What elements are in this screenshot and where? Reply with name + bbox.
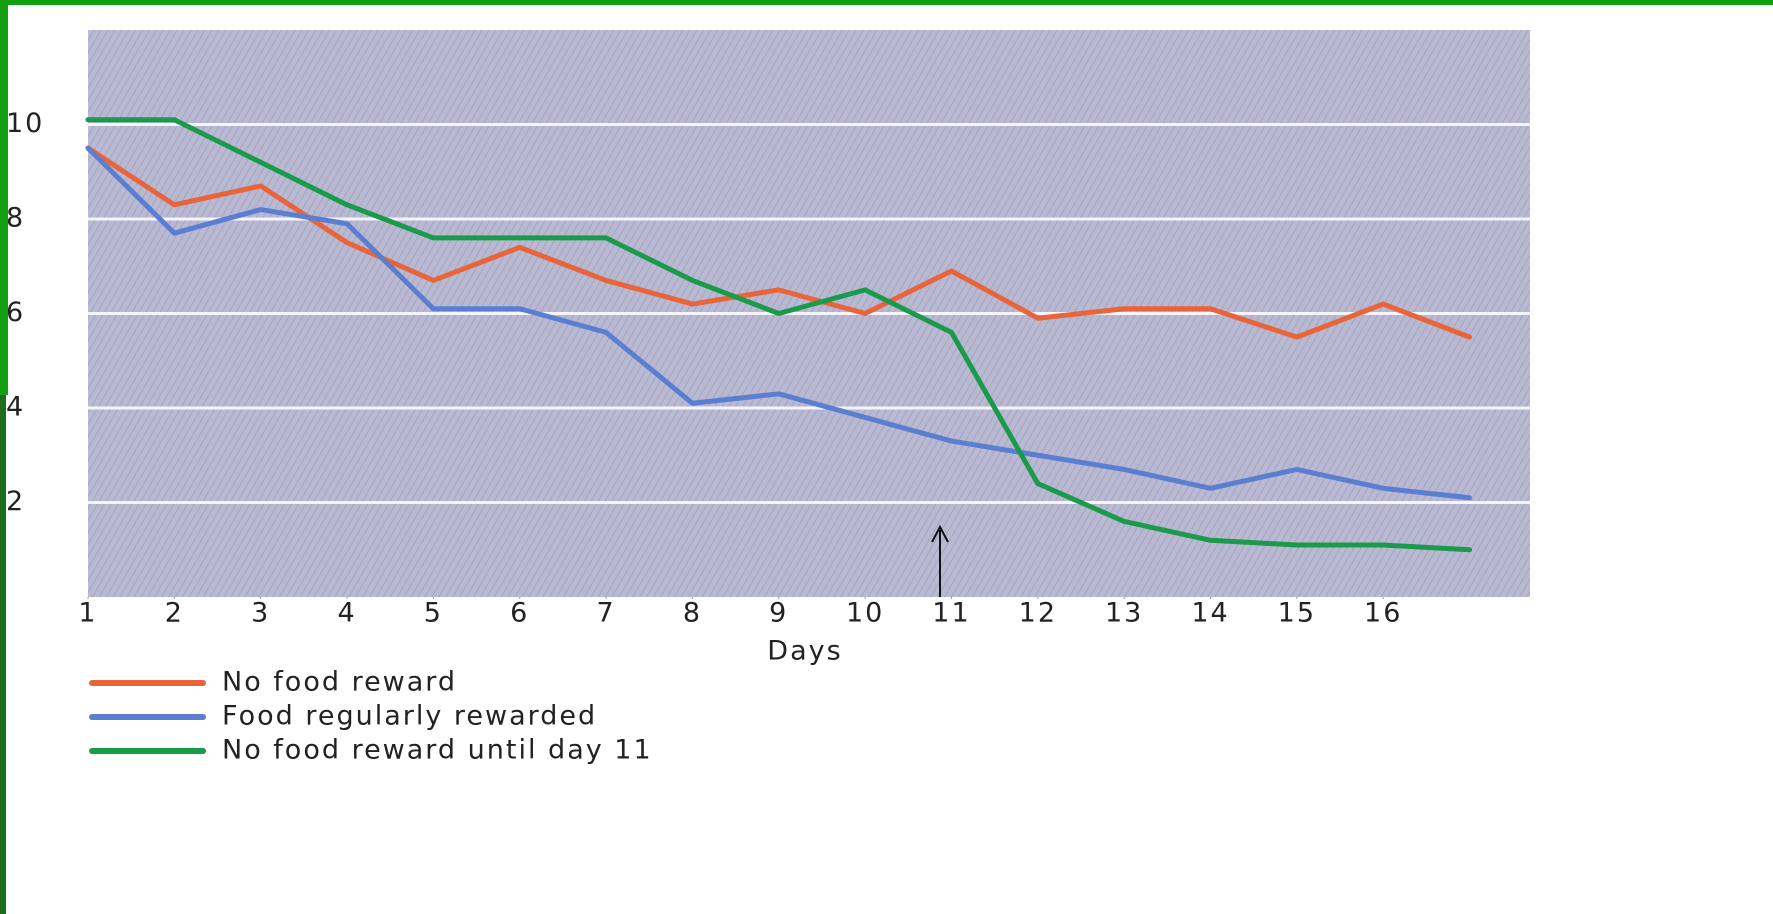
y-tick-label: 6 — [6, 297, 25, 328]
y-tick-label: 10 — [6, 108, 44, 139]
y-tick-label: 2 — [6, 486, 25, 517]
x-tick-label: 5 — [424, 598, 443, 629]
legend-label: No food reward — [222, 667, 457, 698]
x-tick-label: 13 — [1105, 598, 1143, 629]
x-tick-label: 11 — [932, 598, 970, 629]
annotation-arrow-head — [931, 524, 949, 543]
x-axis-label: Days — [767, 636, 842, 667]
x-tick-label: 1 — [78, 598, 97, 629]
x-tick-label: 6 — [510, 598, 529, 629]
series-line — [85, 145, 1473, 501]
x-tick-label: 8 — [683, 598, 702, 629]
x-tick-label: 10 — [846, 598, 884, 629]
legend-label: Food regularly rewarded — [222, 701, 597, 732]
x-tick-label: 9 — [769, 598, 788, 629]
legend-label: No food reward until day 11 — [222, 735, 653, 766]
series-line — [85, 145, 1473, 340]
series-line — [85, 117, 1473, 553]
x-tick-label: 16 — [1364, 598, 1402, 629]
x-tick-label: 2 — [165, 598, 184, 629]
x-tick-label: 12 — [1019, 598, 1057, 629]
x-tick-label: 4 — [337, 598, 356, 629]
frame-left — [0, 0, 8, 395]
x-tick-label: 3 — [251, 598, 270, 629]
x-tick-label: 15 — [1278, 598, 1316, 629]
x-tick-label: 7 — [596, 598, 615, 629]
x-tick-label: 14 — [1191, 598, 1229, 629]
y-tick-label: 4 — [6, 392, 25, 423]
frame-left-dark — [0, 395, 6, 914]
frame-top — [0, 0, 1773, 5]
y-tick-label: 8 — [6, 203, 25, 234]
